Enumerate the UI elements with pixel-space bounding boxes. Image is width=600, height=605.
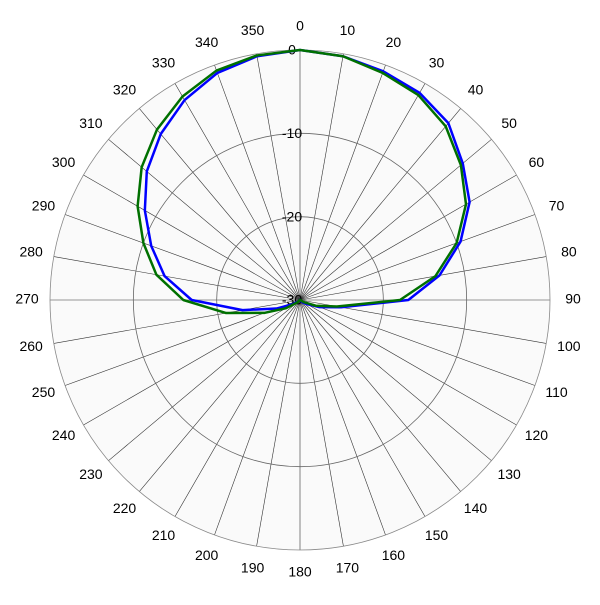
angle-label: 140 <box>464 500 488 516</box>
spoke <box>53 299 301 344</box>
angle-label: 60 <box>529 154 545 170</box>
spoke <box>299 108 461 301</box>
angle-label: 80 <box>561 243 577 259</box>
angle-label: 110 <box>545 384 568 400</box>
spoke <box>83 174 301 301</box>
spoke <box>64 299 301 386</box>
radial-label: 0 <box>288 42 296 58</box>
spoke <box>139 299 301 492</box>
angle-label: 0 <box>296 18 304 34</box>
angle-label: 30 <box>429 54 445 70</box>
angle-label: 260 <box>19 338 43 354</box>
angle-label: 120 <box>525 427 549 443</box>
angle-label: 290 <box>32 197 56 213</box>
spoke <box>108 139 301 301</box>
angle-label: 40 <box>468 82 484 98</box>
radial-label: -10 <box>282 125 302 141</box>
angle-label: 270 <box>15 291 39 307</box>
angle-label: 280 <box>19 243 43 259</box>
angle-label: 220 <box>113 500 137 516</box>
angle-label: 100 <box>557 338 581 354</box>
angle-label: 250 <box>32 384 56 400</box>
angle-label: 210 <box>152 527 176 543</box>
angle-label: 180 <box>288 564 312 580</box>
spoke <box>139 108 301 301</box>
spoke <box>299 174 517 301</box>
radial-label: -20 <box>282 208 302 224</box>
spoke <box>299 299 344 547</box>
radial-grid <box>216 216 384 384</box>
angle-label: 310 <box>79 115 103 131</box>
angle-label: 320 <box>113 82 137 98</box>
spoke <box>214 299 301 536</box>
angle-label: 350 <box>241 22 265 38</box>
angle-label: 160 <box>382 547 406 563</box>
series-line <box>136 48 468 315</box>
spoke <box>299 299 461 492</box>
spoke <box>299 299 517 426</box>
spoke <box>256 53 301 301</box>
angle-label: 340 <box>195 34 219 50</box>
angle-label: 130 <box>497 466 521 482</box>
spoke <box>299 83 426 301</box>
angle-label: 170 <box>336 560 360 576</box>
angle-label: 150 <box>425 527 449 543</box>
spoke <box>299 53 344 301</box>
angle-label: 190 <box>241 560 265 576</box>
spoke <box>299 299 492 461</box>
angle-label: 330 <box>152 54 176 70</box>
angle-label: 200 <box>195 547 219 563</box>
spoke <box>299 299 536 386</box>
angle-label: 10 <box>340 22 356 38</box>
angle-label: 240 <box>52 427 76 443</box>
spoke <box>299 299 426 517</box>
angle-label: 230 <box>79 466 103 482</box>
spoke <box>83 299 301 426</box>
spoke <box>299 64 386 301</box>
angle-label: 70 <box>549 197 565 213</box>
spoke <box>299 299 386 536</box>
spoke <box>299 214 536 301</box>
angle-label: 90 <box>565 291 581 307</box>
spoke <box>174 299 301 517</box>
spoke <box>256 299 301 547</box>
spoke <box>108 299 301 461</box>
spoke <box>53 256 301 301</box>
spoke <box>214 64 301 301</box>
angle-label: 300 <box>52 154 76 170</box>
radial-grid <box>132 132 468 468</box>
angle-label: 20 <box>386 34 402 50</box>
angle-label: 50 <box>501 115 517 131</box>
spoke <box>299 256 547 301</box>
spoke <box>64 214 301 301</box>
spoke <box>299 139 492 301</box>
spoke <box>174 83 301 301</box>
